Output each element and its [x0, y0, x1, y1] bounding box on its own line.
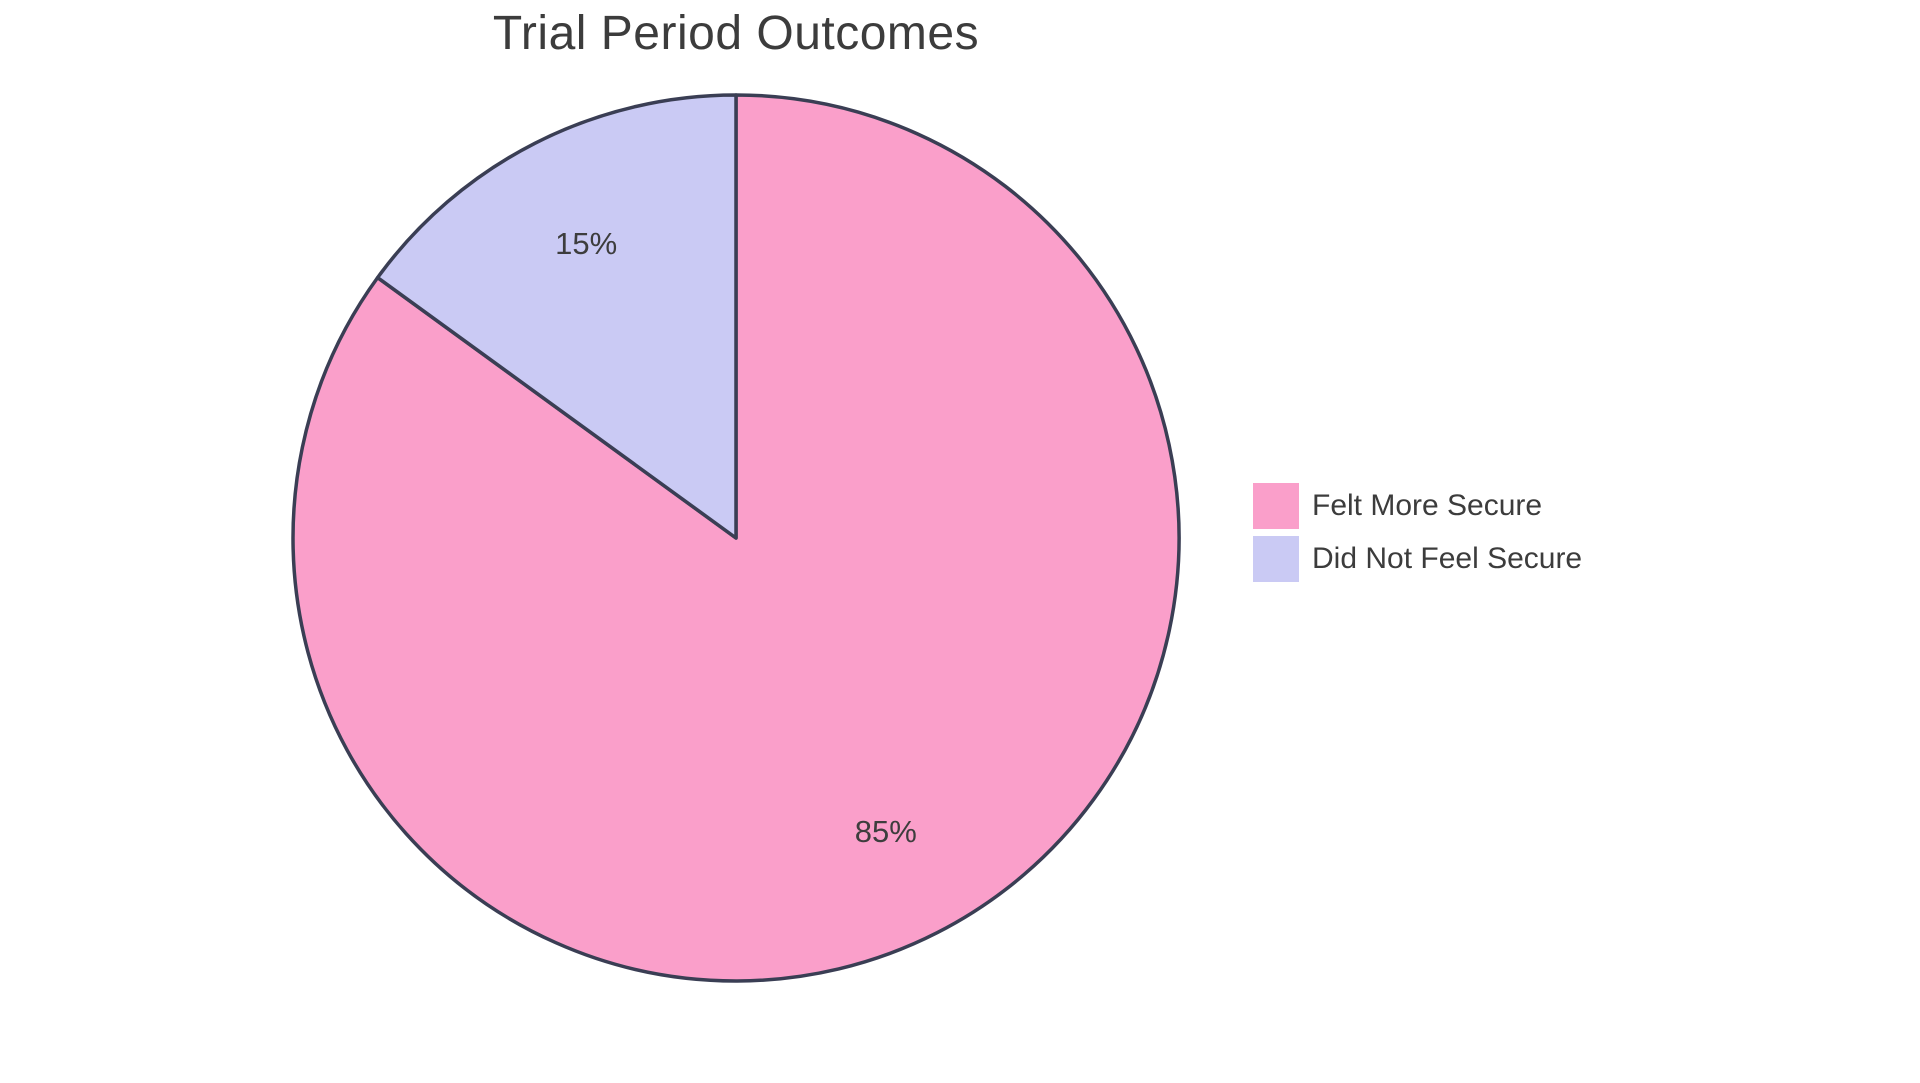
- legend-label-felt-more-secure: Felt More Secure: [1312, 489, 1543, 522]
- legend-item-felt-more-secure[interactable]: Felt More Secure: [1253, 483, 1582, 529]
- pie-slice-did-not-feel-secure[interactable]: [375, 93, 738, 540]
- pie-slice-felt-more-secure[interactable]: [291, 93, 1181, 983]
- legend-swatch-felt-more-secure: [1253, 483, 1299, 529]
- legend-label-did-not-feel-secure: Did Not Feel Secure: [1312, 542, 1583, 575]
- legend-swatch-did-not-feel-secure: [1253, 536, 1299, 582]
- legend-item-did-not-feel-secure[interactable]: Did Not Feel Secure: [1253, 536, 1582, 582]
- chart-title: Trial Period Outcomes: [492, 7, 980, 60]
- legend: Felt More Secure Did Not Feel Secure: [1253, 483, 1582, 582]
